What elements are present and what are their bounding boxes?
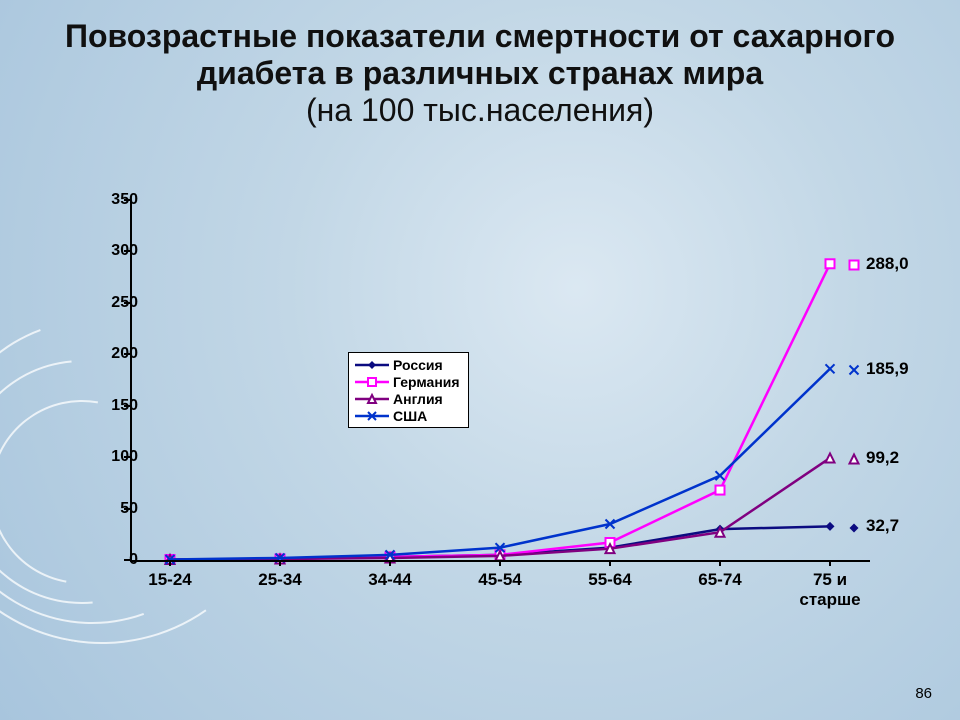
- xtick-mark: [609, 560, 611, 566]
- ytick-mark: [124, 559, 130, 561]
- series-marker: [826, 259, 835, 268]
- ytick-mark: [124, 405, 130, 407]
- series-line: [170, 458, 830, 560]
- ytick-label: 350: [88, 191, 138, 209]
- series-line: [170, 369, 830, 560]
- xtick-label: 45-54: [478, 570, 521, 590]
- legend-label: Германия: [393, 374, 460, 390]
- title-main: Повозрастные показатели смертности от са…: [65, 18, 895, 91]
- xtick-label: 55-64: [588, 570, 631, 590]
- ytick-label: 50: [88, 500, 138, 518]
- plot-svg: [130, 200, 870, 560]
- chart: 05010015020025030035015-2425-3434-4445-5…: [60, 200, 890, 630]
- legend-label: Англия: [393, 391, 443, 407]
- legend-label: США: [393, 408, 427, 424]
- series-line: [170, 264, 830, 560]
- xtick-mark: [499, 560, 501, 566]
- ytick-label: 200: [88, 345, 138, 363]
- series-marker: [826, 364, 835, 373]
- xtick-label: 25-34: [258, 570, 301, 590]
- legend-swatch: [355, 375, 389, 389]
- xtick-mark: [719, 560, 721, 566]
- series-end-label: 185,9: [846, 359, 909, 379]
- ytick-mark: [124, 456, 130, 458]
- title-sub: (на 100 тыс.населения): [306, 92, 654, 128]
- ytick-label: 0: [88, 551, 138, 569]
- ytick-label: 250: [88, 294, 138, 312]
- ytick-mark: [124, 199, 130, 201]
- series-marker: [826, 522, 835, 531]
- ytick-label: 150: [88, 397, 138, 415]
- slide: { "title": { "bold": "Повозрастные показ…: [0, 0, 960, 720]
- ytick-label: 300: [88, 242, 138, 260]
- series-marker: [716, 486, 725, 495]
- xtick-label: 15-24: [148, 570, 191, 590]
- ytick-label: 100: [88, 448, 138, 466]
- ytick-mark: [124, 508, 130, 510]
- xtick-mark: [169, 560, 171, 566]
- xtick-mark: [829, 560, 831, 566]
- legend-item: Россия: [355, 356, 460, 373]
- series-end-label: 99,2: [846, 448, 899, 468]
- legend-item: США: [355, 407, 460, 424]
- legend-item: Англия: [355, 390, 460, 407]
- xtick-label: 34-44: [368, 570, 411, 590]
- ytick-mark: [124, 302, 130, 304]
- xtick-mark: [279, 560, 281, 566]
- series-end-label: 288,0: [846, 254, 909, 274]
- series-end-label: 32,7: [846, 516, 899, 536]
- page-number: 86: [915, 685, 932, 702]
- legend-item: Германия: [355, 373, 460, 390]
- legend-label: Россия: [393, 357, 443, 373]
- legend-swatch: [355, 409, 389, 423]
- xtick-label: 65-74: [698, 570, 741, 590]
- xtick-label: 75 истарше: [799, 570, 860, 611]
- legend-swatch: [355, 358, 389, 372]
- plot-area: [130, 200, 870, 560]
- ytick-mark: [124, 353, 130, 355]
- ytick-mark: [124, 250, 130, 252]
- slide-title: Повозрастные показатели смертности от са…: [0, 18, 960, 128]
- legend-swatch: [355, 392, 389, 406]
- legend: РоссияГерманияАнглияСША: [348, 352, 469, 428]
- series-marker: [716, 471, 725, 480]
- series-marker: [826, 453, 835, 462]
- xtick-mark: [389, 560, 391, 566]
